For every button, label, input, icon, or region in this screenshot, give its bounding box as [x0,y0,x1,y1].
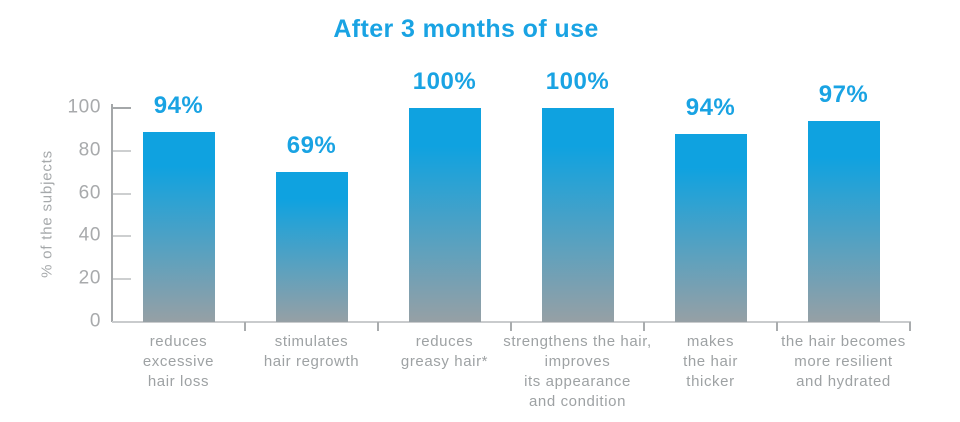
plot-area: 94% reduces excessive hair loss 69% stim… [112,68,911,410]
bar-slot: 94% reduces excessive hair loss [112,92,246,390]
category-boundary-tick [377,322,379,331]
category-boundary-tick [909,322,911,331]
bar [674,133,747,322]
bar [807,120,880,322]
bar [541,108,614,322]
bar-slot: 69% stimulates hair regrowth [245,108,379,370]
category-label: strengthens the hair, improves its appea… [503,333,652,410]
category-boundary-tick [510,322,512,331]
category-label: reduces excessive hair loss [142,333,215,390]
y-tick-label: 20 [78,267,101,289]
bar-slot: 97% the hair becomes more resilient and … [777,81,911,390]
bar-slot: 94% makes the hair thicker [644,94,778,390]
y-tick-label: 80 [78,139,101,161]
y-tick-label: 40 [78,224,101,246]
y-tick-mark [113,235,131,238]
category-boundary-tick [776,322,778,331]
category-label: makes the hair thicker [683,333,738,390]
bar-value-label: 100% [545,68,610,95]
chart-title: After 3 months of use [333,15,599,43]
y-tick-label: 100 [67,96,101,118]
bar [408,108,481,322]
bar-value-label: 94% [685,93,736,121]
category-label: the hair becomes more resilient and hydr… [781,333,906,390]
y-tick-label: 60 [78,182,101,204]
category-boundary-tick [643,322,645,331]
bar-value-label: 94% [153,91,204,119]
bar-slot: 100% reduces greasy hair* [378,68,512,370]
bar [142,131,215,322]
category-boundary-tick [244,322,246,331]
category-label: reduces greasy hair* [400,333,489,370]
category-label: stimulates hair regrowth [263,333,360,370]
bar [275,172,348,322]
y-tick-mark [113,192,131,195]
y-tick-mark [113,107,131,109]
bar-value-label: 100% [412,68,477,95]
y-axis-line [111,104,113,322]
bar-slot: 100% strengthens the hair, improves its … [503,68,651,410]
y-tick-mark [113,149,131,152]
bar-value-label: 97% [818,80,869,108]
y-tick-mark [113,278,131,281]
bar-value-label: 69% [286,132,337,160]
y-axis-title: % of the subjects [38,150,56,278]
y-tick-label: 0 [89,310,101,332]
